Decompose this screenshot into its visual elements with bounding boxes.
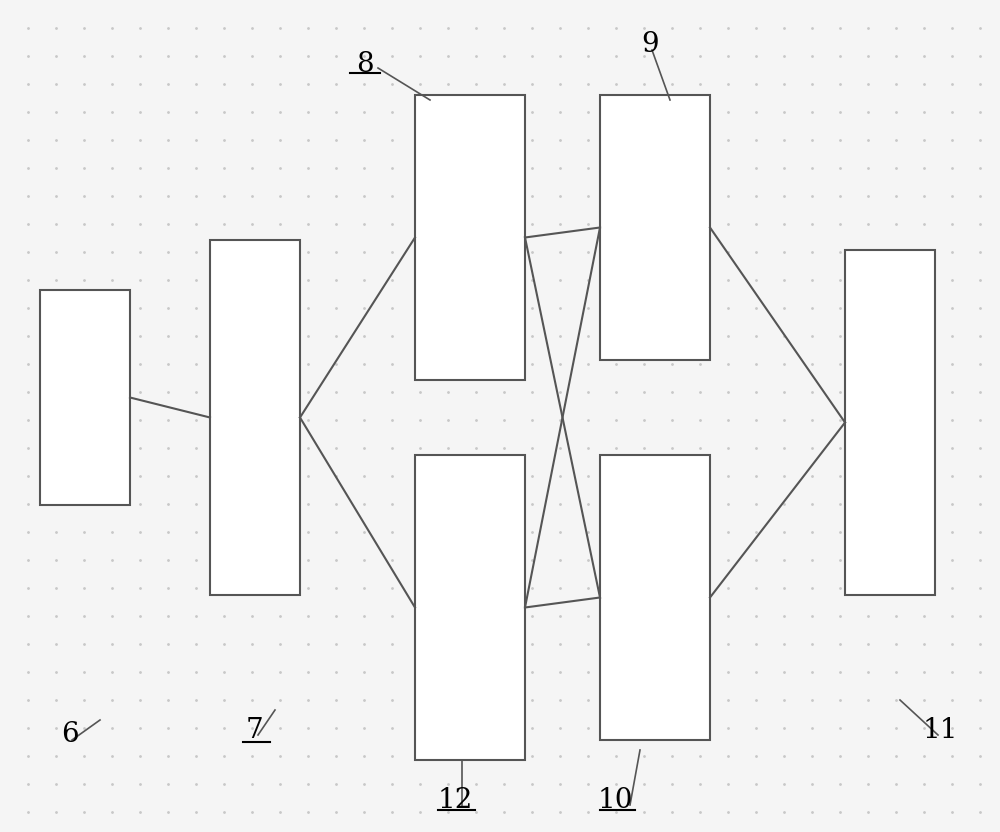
Bar: [40, 290, 130, 505]
Text: 9: 9: [641, 32, 659, 58]
Text: 8: 8: [356, 52, 374, 78]
Bar: [600, 455, 710, 740]
Text: 6: 6: [61, 721, 79, 749]
Bar: [415, 455, 525, 760]
Text: 10: 10: [597, 786, 633, 814]
Text: 11: 11: [922, 716, 958, 744]
Text: 12: 12: [437, 786, 473, 814]
Bar: [600, 95, 710, 360]
Text: 7: 7: [246, 716, 264, 744]
Bar: [210, 240, 300, 595]
Bar: [845, 250, 935, 595]
Bar: [415, 95, 525, 380]
